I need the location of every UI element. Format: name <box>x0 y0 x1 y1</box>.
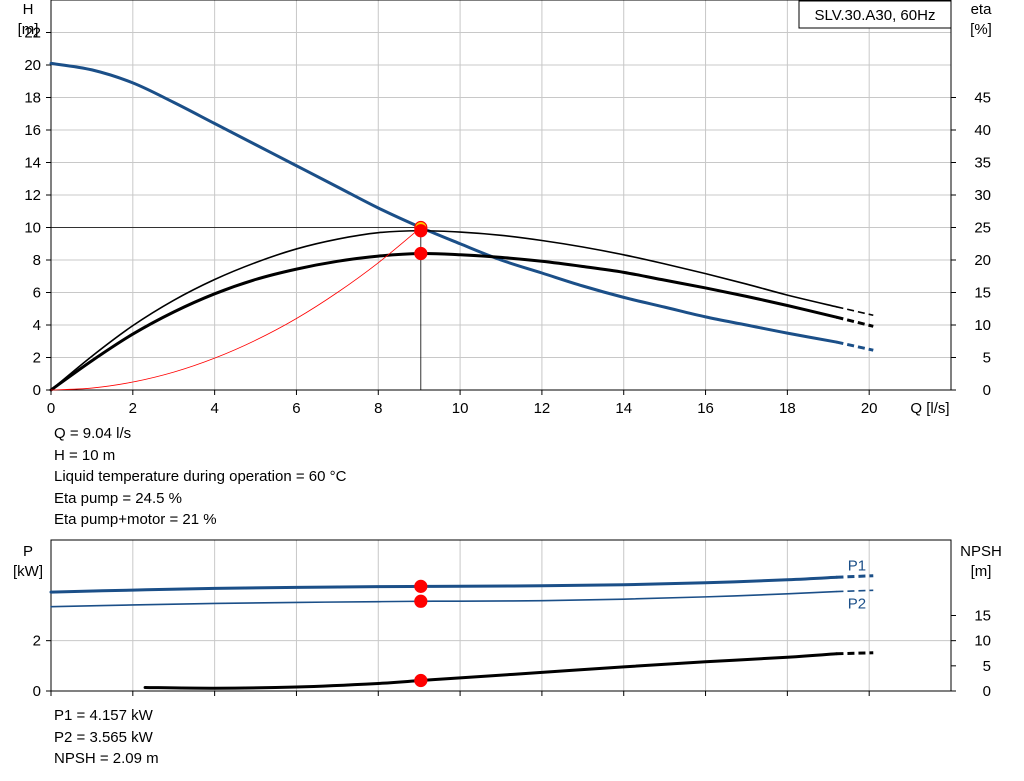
x-axis-label: Q [l/s] <box>910 400 949 417</box>
series-extension-0 <box>836 340 874 352</box>
y-tick-label-right: 0 <box>983 382 991 399</box>
x-tick-label: 12 <box>534 400 551 417</box>
y-tick-label-left: 20 <box>24 57 41 74</box>
series-label-p2: P2 <box>848 595 866 612</box>
y-axis-unit-right: [m] <box>971 563 992 580</box>
y-axis-label-right: eta <box>971 1 993 18</box>
duty-point-marker <box>414 246 428 261</box>
duty-point-info: Q = 9.04 l/s H = 10 m Liquid temperature… <box>54 423 346 531</box>
y-tick-label-left: 2 <box>33 633 41 650</box>
y-tick-label-right: 15 <box>974 285 991 302</box>
x-tick-label: 0 <box>47 400 55 417</box>
y-axis-label-left: P <box>23 543 33 560</box>
y-tick-label-left: 6 <box>33 285 41 302</box>
series-line-1 <box>50 229 838 391</box>
y-tick-label-right: 30 <box>974 187 991 204</box>
npsh-value: NPSH = 2.09 m <box>54 750 159 767</box>
series-extension-2 <box>836 315 874 328</box>
p1-value: P1 = 4.157 kW <box>54 707 153 724</box>
x-tick-label: 2 <box>129 400 137 417</box>
y-tick-label-left: 4 <box>33 317 41 334</box>
series-extension-2 <box>836 651 874 656</box>
y-tick-label-right: 45 <box>974 90 991 107</box>
duty-point-marker <box>414 594 428 608</box>
y-tick-label-left: 0 <box>33 683 41 700</box>
model-label: SLV.30.A30, 60Hz <box>815 7 936 24</box>
x-tick-label: 4 <box>210 400 218 417</box>
x-tick-label: 18 <box>779 400 796 417</box>
y-tick-label-right: 5 <box>983 350 991 367</box>
y-tick-label-right: 25 <box>974 220 991 237</box>
series-line-P2 <box>50 590 838 608</box>
head-value: H = 10 m <box>54 446 116 464</box>
model-label-box <box>798 0 952 29</box>
y-tick-label-right: 10 <box>974 633 991 650</box>
liquid-temperature: Liquid temperature during operation = 60… <box>54 468 347 485</box>
x-tick-label: 10 <box>452 400 469 417</box>
y-tick-label-left: 18 <box>24 90 41 107</box>
duty-point-marker <box>414 673 428 688</box>
x-tick-label: 20 <box>861 400 878 417</box>
series-line-3 <box>50 227 422 391</box>
series-line-0 <box>49 61 838 344</box>
y-tick-label-left: 0 <box>33 382 41 399</box>
eta-pump-value: Eta pump = 24.5 % <box>54 489 182 507</box>
series-extension-P2 <box>836 589 874 593</box>
duty-point-marker <box>414 224 428 238</box>
series-extension-P1 <box>836 574 874 579</box>
y-axis-unit-right: [%] <box>970 21 992 38</box>
flow-value: Q = 9.04 l/s <box>54 425 132 442</box>
y-tick-label-right: 10 <box>974 317 991 334</box>
y-tick-label-right: 40 <box>974 122 991 139</box>
y-axis-unit-left: [m] <box>18 21 39 38</box>
y-tick-label-left: 2 <box>33 350 41 367</box>
p2-value: P2 = 3.565 kW <box>54 728 153 746</box>
series-line-P1 <box>49 575 838 594</box>
y-tick-label-left: 12 <box>24 187 41 204</box>
y-tick-label-right: 5 <box>983 658 991 675</box>
series-line-2 <box>143 652 838 690</box>
plot-frame <box>50 539 952 692</box>
y-tick-label-right: 20 <box>974 252 991 269</box>
y-tick-label-left: 14 <box>24 155 41 172</box>
y-axis-label-left: H <box>23 1 34 18</box>
x-tick-label: 8 <box>374 400 382 417</box>
y-tick-label-left: 10 <box>24 220 41 237</box>
power-info: P1 = 4.157 kW P2 = 3.565 kW NPSH = 2.09 … <box>54 705 159 770</box>
y-tick-label-right: 15 <box>974 608 991 625</box>
series-label-p1: P1 <box>848 558 866 575</box>
y-axis-label-right: NPSH <box>960 543 1002 560</box>
y-axis-unit-left: [kW] <box>13 563 43 580</box>
y-tick-label-left: 22 <box>24 25 41 42</box>
series-line-2 <box>49 251 838 392</box>
y-tick-label-left: 8 <box>33 252 41 269</box>
duty-point-marker <box>414 579 428 593</box>
series-extension-1 <box>836 306 874 317</box>
eta-pump-motor-value: Eta pump+motor = 21 % <box>54 511 217 528</box>
x-tick-label: 14 <box>615 400 632 417</box>
x-tick-label: 16 <box>697 400 714 417</box>
y-tick-label-right: 35 <box>974 155 991 172</box>
x-tick-label: 6 <box>292 400 300 417</box>
y-tick-label-right: 0 <box>983 683 991 700</box>
y-tick-label-left: 16 <box>24 122 41 139</box>
